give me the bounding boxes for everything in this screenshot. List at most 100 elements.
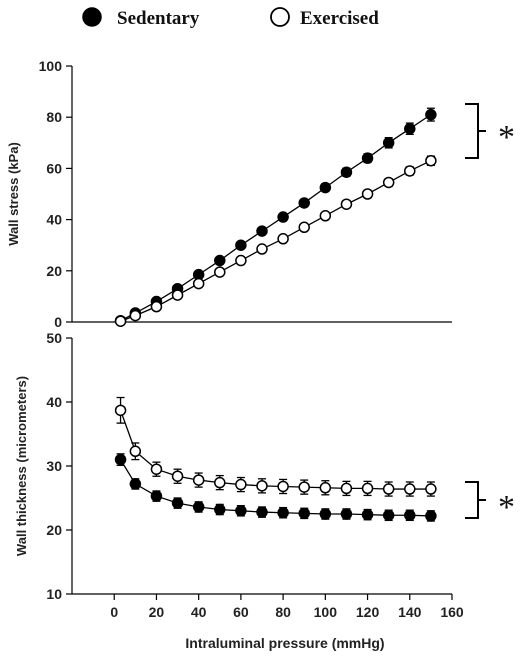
wall-stress-point-exercised: [277, 233, 289, 245]
wall-stress-y-tick-label: 20: [46, 263, 62, 279]
wall-thickness-chart: 10 20 30 40 50 0 20 40 60 80 100 120 140 160 Wall th…: [14, 330, 515, 651]
wall-stress-point-sedentary: [298, 197, 310, 209]
wall-thickness-point-exercised: [129, 445, 142, 458]
wall-thickness-point-sedentary: [214, 503, 226, 516]
wall-stress-point-sedentary: [235, 239, 247, 251]
wall-stress-significance-mark: *: [498, 119, 515, 156]
wall-thickness-point-exercised: [192, 474, 205, 486]
wall-thickness-point-sedentary: [425, 510, 437, 522]
wall-stress-point-sedentary: [256, 225, 268, 237]
wall-thickness-point-exercised: [425, 483, 437, 495]
legend-marker-exercised: [270, 7, 290, 27]
wall-thickness-y-tick-label: 30: [46, 458, 62, 474]
wall-stress-point-exercised: [214, 266, 226, 278]
wall-stress-line-exercised: [120, 160, 432, 322]
wall-thickness-point-exercised: [382, 483, 395, 495]
wall-stress-series-exercised: [114, 154, 437, 327]
wall-stress-point-sedentary: [214, 254, 226, 267]
wall-thickness-significance-mark: *: [498, 489, 515, 526]
wall-stress-point-sedentary: [404, 122, 416, 135]
wall-thickness-x-ticks: 0 20 40 60 80 100 120 140 160: [110, 594, 464, 620]
wall-stress-point-exercised: [404, 165, 416, 177]
wall-stress-point-exercised: [425, 154, 437, 167]
wall-stress-point-exercised: [129, 309, 142, 322]
wall-thickness-point-exercised: [214, 476, 226, 489]
wall-thickness-point-exercised: [319, 482, 332, 494]
wall-stress-y-tick-label: 60: [46, 160, 62, 176]
wall-stress-axes: [71, 66, 452, 323]
wall-stress-point-sedentary: [425, 108, 437, 121]
wall-stress-point-exercised: [382, 176, 395, 189]
legend-label-exercised: Exercised: [300, 8, 379, 29]
wall-stress-point-exercised: [319, 210, 332, 222]
wall-thickness-significance: *: [465, 481, 515, 526]
wall-thickness-point-exercised: [171, 470, 184, 482]
x-tick-label: 140: [398, 604, 422, 620]
wall-stress-y-ticks: 0 20 40 60 80 100: [39, 58, 72, 330]
wall-thickness-point-sedentary: [256, 506, 268, 518]
x-tick-label: 60: [233, 604, 249, 620]
wall-stress-line-sedentary: [120, 114, 432, 322]
wall-stress-point-exercised: [256, 243, 268, 255]
wall-thickness-line-exercised: [119, 410, 431, 490]
wall-thickness-bracket: [465, 481, 486, 519]
wall-thickness-axes: [71, 338, 452, 595]
wall-thickness-y-tick-label: 20: [46, 522, 62, 538]
legend: Sedentary Exercised: [82, 7, 379, 29]
wall-thickness-point-sedentary: [298, 507, 310, 520]
wall-stress-point-sedentary: [382, 137, 395, 149]
x-tick-label: 100: [314, 604, 338, 620]
x-tick-label: 40: [191, 604, 207, 620]
wall-stress-point-sedentary: [319, 181, 332, 194]
wall-stress-point-exercised: [298, 221, 310, 234]
wall-thickness-point-sedentary: [319, 508, 332, 520]
x-tick-label: 80: [275, 604, 291, 620]
wall-thickness-y-tick-label: 40: [46, 394, 62, 410]
wall-thickness-y-ticks: 10 20 30 40 50: [46, 330, 72, 602]
x-tick-label: 20: [149, 604, 165, 620]
wall-thickness-point-sedentary: [277, 506, 289, 519]
wall-thickness-point-sedentary: [235, 505, 247, 517]
wall-thickness-point-sedentary: [150, 490, 163, 502]
wall-thickness-y-axis-label: Wall thickness (micrometers): [14, 376, 29, 556]
wall-stress-significance: *: [465, 103, 515, 159]
wall-thickness-point-sedentary: [171, 497, 184, 509]
wall-thickness-point-sedentary: [340, 508, 353, 520]
wall-thickness-point-exercised: [150, 463, 163, 475]
wall-stress-point-sedentary: [361, 152, 374, 164]
wall-thickness-y-tick-label: 10: [46, 586, 62, 602]
wall-thickness-point-exercised: [256, 480, 268, 492]
wall-thickness-point-exercised: [340, 482, 353, 495]
wall-thickness-y-tick-label: 50: [46, 330, 62, 346]
wall-thickness-point-sedentary: [382, 509, 395, 522]
wall-stress-series-sedentary: [114, 107, 437, 327]
wall-thickness-point-sedentary: [361, 508, 374, 521]
wall-thickness-point-exercised: [298, 481, 310, 493]
wall-thickness-line-sedentary: [120, 459, 431, 517]
wall-stress-point-exercised: [235, 254, 247, 267]
x-tick-label: 0: [110, 604, 118, 620]
wall-thickness-point-sedentary: [192, 501, 205, 513]
wall-stress-point-exercised: [340, 198, 353, 210]
wall-thickness-series-exercised: [114, 396, 437, 497]
wall-stress-y-tick-label: 100: [39, 58, 63, 74]
legend-label-sedentary: Sedentary: [117, 8, 200, 29]
wall-stress-bracket: [465, 103, 486, 159]
wall-thickness-point-exercised: [361, 482, 374, 495]
wall-thickness-point-exercised: [235, 478, 247, 491]
wall-stress-series: [114, 107, 437, 327]
wall-thickness-point-sedentary: [404, 509, 416, 522]
wall-stress-y-tick-label: 40: [46, 212, 62, 228]
wall-stress-point-exercised: [171, 289, 184, 301]
wall-thickness-series: [114, 396, 437, 522]
wall-thickness-point-exercised: [277, 480, 289, 493]
wall-thickness-point-sedentary: [114, 453, 127, 466]
x-tick-label: 160: [440, 604, 464, 620]
x-tick-label: 120: [356, 604, 380, 620]
legend-marker-sedentary: [82, 7, 102, 27]
wall-stress-point-exercised: [361, 188, 374, 200]
wall-stress-chart: 0 20 40 60 80 100 Wall stress (kPa) *: [6, 58, 515, 330]
wall-thickness-point-exercised: [404, 483, 416, 495]
wall-stress-y-tick-label: 80: [46, 109, 62, 125]
